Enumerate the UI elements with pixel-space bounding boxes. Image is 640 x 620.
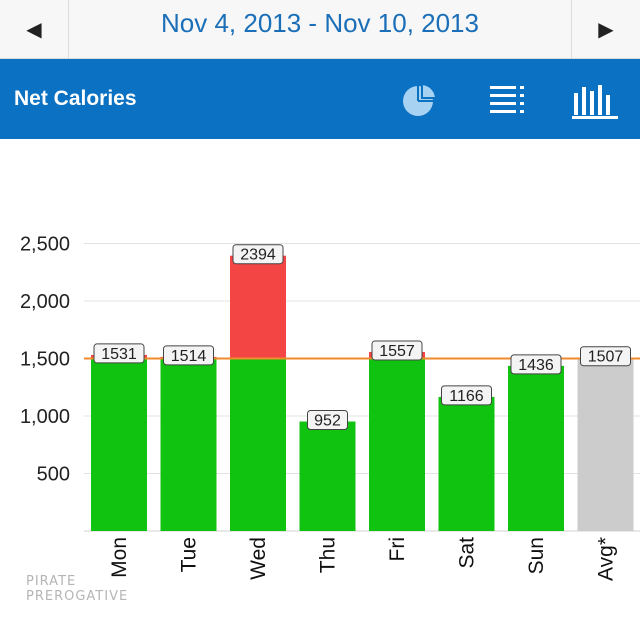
date-navigator: ◀ Nov 4, 2013 - Nov 10, 2013 ▶ (0, 0, 640, 59)
data-label-box (371, 340, 423, 361)
category-label: Sat (456, 537, 479, 569)
y-tick-label: 500 (37, 464, 70, 486)
watermark-line-2: PREROGATIVE (26, 589, 129, 604)
data-label: 952 (314, 413, 341, 430)
bar-average (577, 357, 634, 531)
pie-chart-view-button[interactable] (402, 82, 438, 124)
list-icon (490, 86, 524, 113)
bar-thu (299, 421, 356, 531)
data-label-box (307, 410, 348, 431)
category-label: Wed (247, 537, 270, 580)
data-label: 1436 (518, 357, 554, 374)
watermark-line-1: PIRATE (26, 574, 77, 589)
category-label: Sun (525, 537, 548, 574)
next-week-button[interactable]: ▶ (571, 0, 640, 58)
data-label: 1166 (449, 388, 484, 405)
bar-chart-view-button[interactable] (572, 83, 618, 124)
date-range-label[interactable]: Nov 4, 2013 - Nov 10, 2013 (161, 7, 479, 38)
category-label: Mon (108, 537, 131, 578)
bar-mon (91, 358, 147, 531)
data-label-box (510, 354, 562, 375)
y-tick-label: 1,000 (20, 406, 70, 428)
bar-tue (160, 358, 217, 531)
bar-sun (508, 365, 564, 531)
bar-sat (438, 396, 495, 531)
bar-chart: 500 1,000 1,500 2,000 2,500 1531 Mon 1514 Tue 239… (20, 234, 640, 581)
category-label: Avg* (595, 537, 618, 581)
data-label: 2394 (240, 247, 276, 264)
data-label-box (93, 343, 145, 364)
caret-right-icon: ▶ (598, 18, 614, 41)
bar-fri (369, 358, 425, 531)
caret-left-icon: ◀ (26, 18, 42, 41)
page-title: Net Calories (14, 87, 137, 110)
y-tick-label: 2,000 (20, 291, 70, 313)
bar-over-goal-wed (230, 255, 286, 359)
bar-wed (230, 358, 286, 531)
data-label: 1557 (379, 343, 415, 360)
previous-week-button[interactable]: ◀ (0, 0, 69, 58)
y-tick-label: 2,500 (20, 234, 70, 256)
list-view-button[interactable] (488, 83, 528, 124)
data-label: 1507 (588, 349, 624, 366)
pie-chart-icon (403, 82, 438, 116)
data-label-box (580, 346, 631, 367)
data-label-box (163, 345, 214, 366)
data-label-box (232, 244, 284, 265)
category-label: Thu (317, 537, 340, 573)
report-header: Net Calories (0, 59, 640, 139)
net-calories-chart: 500 1,000 1,500 2,000 2,500 1531 Mon 1514 Tue 239… (0, 140, 640, 615)
data-label: 1514 (171, 348, 207, 365)
data-label-box (441, 385, 492, 406)
y-tick-label: 1,500 (20, 349, 70, 371)
bar-chart-icon (572, 85, 618, 119)
category-label: Tue (178, 537, 201, 572)
watermark: PIRATE PREROGATIVE (26, 574, 128, 604)
category-label: Fri (386, 537, 409, 562)
data-label: 1531 (101, 346, 137, 363)
